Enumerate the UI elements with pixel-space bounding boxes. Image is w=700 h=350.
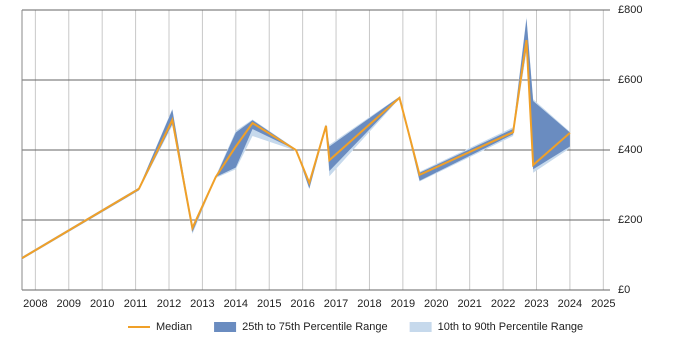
legend-label: Median (156, 321, 192, 333)
y-tick-label: £400 (618, 144, 642, 156)
y-tick-label: £800 (618, 4, 642, 16)
x-tick-label: 2013 (190, 298, 214, 310)
x-tick-label: 2014 (224, 298, 248, 310)
x-tick-label: 2025 (591, 298, 615, 310)
y-tick-label: £200 (618, 214, 642, 226)
x-tick-label: 2019 (391, 298, 415, 310)
x-tick-label: 2023 (524, 298, 548, 310)
legend-label: 10th to 90th Percentile Range (438, 321, 584, 333)
bands (22, 17, 570, 260)
legend-swatch (214, 322, 237, 332)
x-tick-label: 2024 (558, 298, 582, 310)
x-tick-label: 2015 (257, 298, 281, 310)
y-tick-label: £600 (618, 74, 642, 86)
x-tick-label: 2016 (290, 298, 314, 310)
percentile-band (22, 17, 570, 260)
x-tick-label: 2020 (424, 298, 448, 310)
x-tick-label: 2010 (90, 298, 114, 310)
x-tick-label: 2012 (157, 298, 181, 310)
x-tick-label: 2021 (457, 298, 481, 310)
x-tick-label: 2009 (57, 298, 81, 310)
percentile-band (22, 18, 570, 260)
legend-label: 25th to 75th Percentile Range (242, 321, 388, 333)
median-line (21, 39, 571, 260)
x-tick-label: 2008 (23, 298, 47, 310)
legend-swatch (409, 322, 432, 332)
x-tick-label: 2018 (357, 298, 381, 310)
x-tick-label: 2022 (491, 298, 515, 310)
x-tick-label: 2017 (324, 298, 348, 310)
x-tick-label: 2011 (124, 298, 148, 310)
y-tick-label: £0 (618, 284, 630, 296)
